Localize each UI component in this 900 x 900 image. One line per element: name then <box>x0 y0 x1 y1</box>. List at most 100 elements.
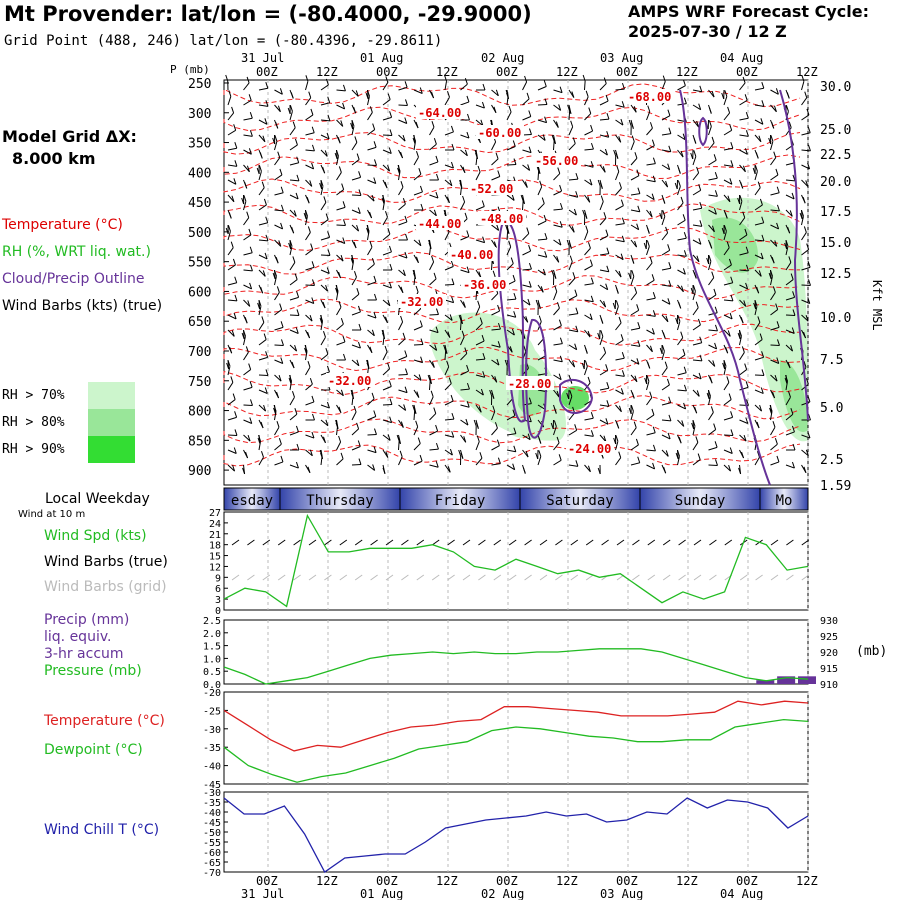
wind-barb-staff <box>460 134 470 139</box>
wind-barb-flag <box>539 180 543 187</box>
wind-barb-staff <box>692 374 702 380</box>
wind-barb-staff <box>522 81 528 91</box>
wind-barb-staff <box>692 442 699 451</box>
wind-barb-flag <box>587 196 591 203</box>
wind-barb-staff <box>553 239 562 246</box>
wind-barb-flag <box>400 315 404 323</box>
wind-barb-staff <box>227 164 237 167</box>
wind-barb-staff <box>677 337 684 346</box>
wind-panel-grid-barb <box>539 574 548 581</box>
pressure-panel-tick-label: 1.5 <box>203 642 221 653</box>
wind-barb-staff <box>630 141 635 151</box>
wind-barb-staff <box>305 179 313 187</box>
wind-barb-flag <box>544 251 548 258</box>
wind-barb-flag <box>528 397 532 404</box>
wind-barb-flag <box>776 186 780 193</box>
wind-barb-staff <box>274 89 283 95</box>
temperature-contour <box>223 106 801 132</box>
contour-label: -48.00 <box>480 212 523 226</box>
wind-barb-staff <box>599 419 609 425</box>
contour-label-bg <box>326 373 374 387</box>
wind-barb-flag <box>743 434 747 442</box>
wind-barb-flag <box>512 274 516 282</box>
wind-barb-staff <box>739 149 748 155</box>
wind-barb-flag <box>568 242 572 249</box>
wind-barb-flag <box>634 286 638 294</box>
wind-barb-staff <box>646 163 656 166</box>
wind-barb-flag <box>582 74 586 82</box>
wind-barb-staff <box>785 179 796 182</box>
wind-barb-flag <box>693 272 697 279</box>
wind-barb-staff <box>289 431 299 436</box>
wind-barb-flag <box>337 137 341 144</box>
wind-barb-staff <box>708 209 717 215</box>
contour-label: -40.00 <box>450 248 493 262</box>
wind-barb-flag <box>466 382 470 390</box>
wind-barb-flag <box>289 374 293 382</box>
wind-barb-staff <box>785 209 793 217</box>
wind-barb-staff <box>227 194 235 203</box>
wind-barb-staff <box>692 426 696 436</box>
wind-barb-flag <box>505 224 509 232</box>
wind-barb-staff <box>398 254 408 259</box>
wind-barb-flag <box>713 288 717 296</box>
pressure-tick-label: 300 <box>188 107 211 122</box>
wind-barb-flag <box>662 332 666 339</box>
wind-barb-flag <box>249 282 253 290</box>
bottom-hour-label: 12Z <box>796 874 818 888</box>
wind-barb-flag <box>373 410 377 417</box>
wind-barb-staff <box>692 207 702 211</box>
wind-barb-flag <box>803 361 807 368</box>
weekday-label: Saturday <box>546 493 613 509</box>
wind-barb-staff <box>475 156 478 166</box>
wind-barb-staff <box>599 284 608 291</box>
wind-panel-grid-barb <box>308 574 317 581</box>
wind-barb-staff <box>227 264 236 271</box>
wind-barb-staff <box>770 157 777 166</box>
bottom-date-label: 01 Aug <box>360 887 403 900</box>
wind-barb-flag <box>289 240 293 247</box>
wind-barb-flag <box>229 347 233 354</box>
wind-barb-flag <box>742 76 746 84</box>
wind-barb-staff <box>274 276 277 286</box>
wind-barb-staff <box>708 412 714 421</box>
wind-barb-flag <box>649 391 653 398</box>
wind-barb-staff <box>754 404 762 412</box>
wind-barb-flag <box>699 220 703 227</box>
wind-barb-flag <box>326 401 330 409</box>
wind-barb-flag <box>402 134 406 142</box>
wind-barb-flag <box>566 239 570 247</box>
wind-barb-flag <box>678 302 682 309</box>
wind-panel-barb <box>401 539 409 546</box>
wind-barb-flag <box>745 112 749 119</box>
wind-barb-flag <box>558 238 562 246</box>
wind-barb-staff <box>413 191 423 196</box>
wind-barb-flag <box>520 194 524 202</box>
wind-barb-staff <box>537 186 543 196</box>
wind-barb-staff <box>227 382 234 391</box>
wind-barb-flag <box>722 362 726 370</box>
weekday-label: Thursday <box>306 493 373 509</box>
wind-barb-staff <box>506 415 516 421</box>
wind-barb-flag <box>585 225 589 232</box>
wind-barb-staff <box>754 254 764 260</box>
bottom-hour-label: 00Z <box>256 874 278 888</box>
wind-barb-staff <box>630 359 640 365</box>
wind-barb-staff <box>258 389 268 394</box>
wind-barb-flag <box>792 443 796 451</box>
wind-barb-flag <box>372 464 376 471</box>
wind-barb-staff <box>553 224 563 228</box>
wind-barb-staff <box>739 284 748 290</box>
contour-label: -60.00 <box>478 126 521 140</box>
wind-barb-flag <box>497 170 501 177</box>
wind-barb-staff <box>708 396 711 406</box>
wind-barb-staff <box>677 372 687 376</box>
wind-barb-staff <box>692 89 702 93</box>
wind-barb-staff <box>460 149 468 157</box>
wind-barb-flag <box>249 417 253 424</box>
wind-barb-staff <box>568 359 575 368</box>
wind-barb-flag <box>305 75 309 82</box>
wind-barb-staff <box>429 209 437 217</box>
wind-barb-flag <box>667 244 671 251</box>
wind-barb-flag <box>590 277 594 284</box>
